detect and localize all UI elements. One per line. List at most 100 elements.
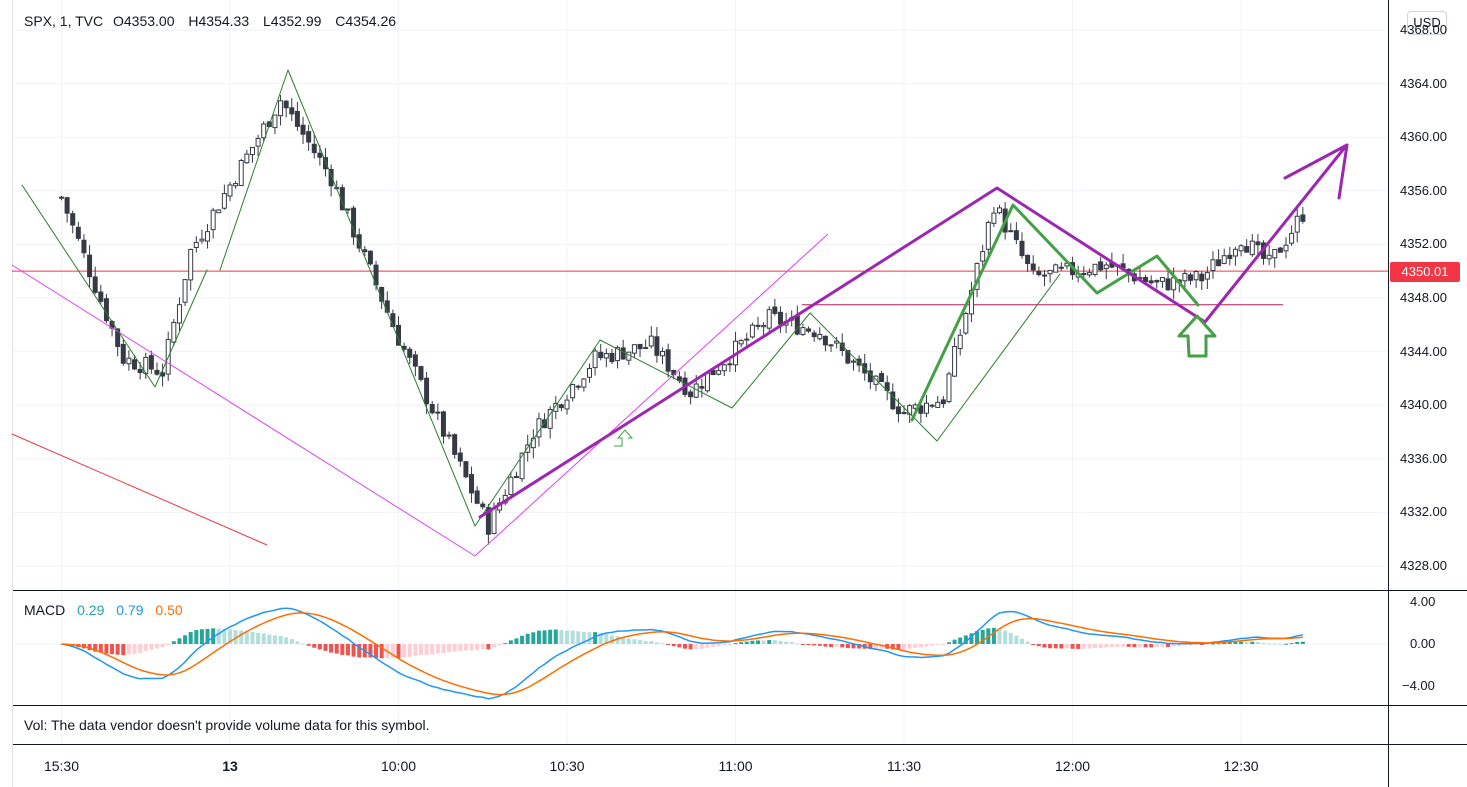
macd-histogram-bar xyxy=(682,644,687,649)
macd-histogram-bar xyxy=(873,644,878,649)
macd-histogram-bar xyxy=(441,644,446,654)
symbol-name[interactable]: SPX, 1, TVC xyxy=(24,13,104,29)
time-axis-label: 15:30 xyxy=(43,758,80,774)
candle-up xyxy=(126,357,132,365)
candle-down xyxy=(306,131,312,143)
macd-histogram-bar xyxy=(1109,644,1114,648)
macd-histogram-bar xyxy=(1053,644,1058,649)
candle-down xyxy=(469,474,475,494)
candle-down xyxy=(643,347,649,350)
macd-histogram-bar xyxy=(1194,644,1199,645)
macd-histogram-bar xyxy=(660,643,665,645)
macd-histogram-bar xyxy=(632,639,637,644)
candle-up xyxy=(575,385,581,388)
macd-axis-label: 0.00 xyxy=(1410,636,1436,651)
candle-down xyxy=(806,328,812,332)
macd-histogram-bar xyxy=(755,640,760,644)
macd-histogram-bar xyxy=(205,628,210,644)
macd-histogram-bar xyxy=(750,640,755,644)
macd-histogram-bar xyxy=(295,641,300,644)
macd-histogram-bar xyxy=(784,641,789,644)
macd-histogram-bar xyxy=(975,631,980,644)
currency-button[interactable]: USD xyxy=(1407,11,1447,35)
macd-histogram-bar xyxy=(722,644,727,646)
macd-histogram-bar xyxy=(239,630,244,644)
time-axis-label: 10:30 xyxy=(549,758,585,774)
candle-down xyxy=(322,157,328,170)
candle-down xyxy=(70,213,76,226)
macd-histogram-bar xyxy=(1126,644,1131,647)
macd-label[interactable]: MACD xyxy=(24,602,66,618)
macd-histogram-bar xyxy=(452,644,457,652)
close-value: C4354.26 xyxy=(335,13,397,29)
candle-up xyxy=(205,231,211,242)
candle-down xyxy=(132,359,138,370)
candle-up xyxy=(648,335,654,347)
candle-up xyxy=(570,384,576,399)
candle-down xyxy=(294,110,300,127)
macd-histogram-bar xyxy=(1295,641,1300,644)
candle-up xyxy=(1053,264,1059,273)
macd-histogram-bar xyxy=(475,644,480,650)
candle-down xyxy=(609,352,615,363)
macd-histogram-bar xyxy=(587,632,592,644)
macd-histogram-bar xyxy=(138,644,143,653)
macd-histogram-bar xyxy=(694,644,699,650)
macd-histogram-bar xyxy=(177,638,182,644)
macd-histogram-bar xyxy=(654,642,659,644)
macd-histogram-bar xyxy=(1031,644,1036,645)
candle-down xyxy=(1041,274,1047,277)
macd-histogram-bar xyxy=(334,644,339,654)
candle-down xyxy=(688,391,694,398)
candle-up xyxy=(626,351,632,361)
candle-down xyxy=(480,503,486,508)
candle-up xyxy=(513,476,519,479)
macd-histogram-bar xyxy=(576,631,581,644)
macd-histogram-bar xyxy=(93,644,98,652)
price-axis-label: 4344.00 xyxy=(1400,343,1447,359)
candle-up xyxy=(615,347,621,362)
candle-down xyxy=(384,300,390,313)
candle-down xyxy=(429,403,435,414)
price-axis-label: 4340.00 xyxy=(1400,397,1447,413)
candle-up xyxy=(1086,272,1092,276)
macd-histogram-bar xyxy=(1222,642,1227,644)
candle-down xyxy=(1244,246,1250,253)
macd-histogram-bar xyxy=(1154,644,1159,648)
candle-down xyxy=(1199,273,1205,282)
candle-down xyxy=(351,207,357,238)
candle-down xyxy=(1030,263,1036,271)
macd-histogram-bar xyxy=(969,633,974,644)
time-axis-label: 12:30 xyxy=(1223,758,1259,774)
macd-histogram-bar xyxy=(171,641,176,644)
macd-histogram-bar xyxy=(228,629,232,644)
candle-down xyxy=(317,152,323,158)
macd-histogram-bar xyxy=(1233,642,1238,644)
candle-down xyxy=(839,342,845,351)
macd-histogram-bar xyxy=(536,630,541,644)
macd-histogram-bar xyxy=(739,642,744,644)
candle-down xyxy=(558,404,564,409)
macd-histogram-bar xyxy=(407,644,412,657)
candle-up xyxy=(721,364,727,372)
macd-histogram-bar xyxy=(1098,644,1103,648)
candle-down xyxy=(811,332,817,338)
macd-histogram-bar xyxy=(447,644,452,652)
macd-histogram-bar xyxy=(390,644,395,659)
grid-lines xyxy=(12,0,1388,744)
macd-histogram-bar xyxy=(1278,643,1283,645)
candle-up xyxy=(873,375,879,385)
macd-histogram-bar xyxy=(946,642,951,644)
macd-histogram-bar xyxy=(424,644,429,655)
candle-up xyxy=(1103,264,1109,270)
candle-up xyxy=(850,360,856,363)
candle-up xyxy=(446,434,452,437)
candle-down xyxy=(362,249,368,253)
macd-histogram-bar xyxy=(531,632,536,644)
candle-down xyxy=(120,343,126,364)
time-axis-label: 10:00 xyxy=(380,758,417,774)
macd-histogram-bar xyxy=(609,635,614,644)
candle-down xyxy=(665,349,671,372)
price-axis-label: 4328.00 xyxy=(1400,558,1447,573)
